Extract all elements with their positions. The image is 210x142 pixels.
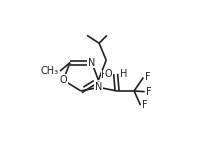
Text: F: F <box>146 87 152 97</box>
Text: CH₃: CH₃ <box>41 66 59 76</box>
Text: F: F <box>145 72 150 83</box>
Text: H: H <box>120 69 127 79</box>
Text: O: O <box>105 69 112 79</box>
Text: O: O <box>59 75 67 85</box>
Text: N: N <box>88 58 95 68</box>
Text: F: F <box>142 100 148 110</box>
Text: H: H <box>101 70 109 80</box>
Text: N: N <box>95 82 102 92</box>
